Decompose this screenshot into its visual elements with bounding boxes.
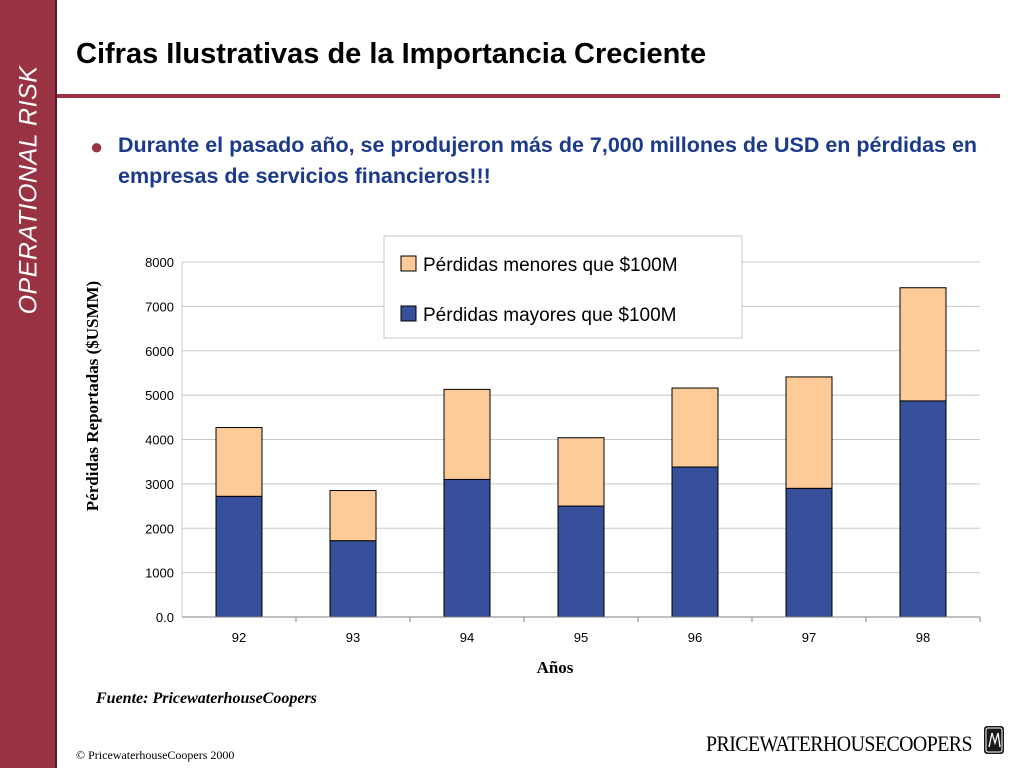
- bar-segment: [215, 495, 263, 618]
- bar-segment: [785, 376, 833, 489]
- axes: [181, 262, 981, 622]
- y-tick-label: 7000: [145, 299, 174, 314]
- bar-segment: [785, 487, 833, 618]
- bullet-dot-icon: ●: [90, 134, 104, 159]
- bar-segment: [671, 387, 719, 468]
- y-tick-label: 0.0: [156, 610, 174, 625]
- legend-swatch: [400, 255, 417, 272]
- y-tick-label: 2000: [145, 521, 174, 536]
- source-note: Fuente: PricewaterhouseCoopers: [96, 690, 317, 707]
- legend-swatch: [400, 305, 417, 322]
- bar-segment: [215, 427, 263, 497]
- sidebar-band: OPERATIONAL RISK: [0, 0, 57, 768]
- x-tick-label: 92: [232, 630, 246, 645]
- y-tick-label: 8000: [145, 255, 174, 270]
- copyright: © PricewaterhouseCoopers 2000: [76, 748, 235, 762]
- bar-segment: [329, 490, 377, 542]
- bar-segment: [443, 388, 491, 480]
- page-title: Cifras Ilustrativas de la Importancia Cr…: [76, 38, 707, 70]
- bar-segment: [899, 287, 947, 402]
- bar-segment: [443, 478, 491, 618]
- title-divider: [57, 94, 1000, 98]
- x-tick-label: 96: [688, 630, 702, 645]
- bar-segment: [899, 400, 947, 618]
- bar-segment: [557, 437, 605, 507]
- x-axis-label: Años: [537, 658, 574, 677]
- y-tick-label: 6000: [145, 344, 174, 359]
- y-tick-label: 3000: [145, 477, 174, 492]
- y-tick-label: 1000: [145, 566, 174, 581]
- legend-label: Pérdidas menores que $100M: [423, 255, 678, 276]
- pwc-seal-icon: [984, 726, 1004, 754]
- x-tick-label: 97: [802, 630, 816, 645]
- pwc-logo: PRICEWATERHOUSECOOPERS: [706, 724, 976, 767]
- bar-group: [215, 287, 947, 618]
- y-tick-label: 5000: [145, 388, 174, 403]
- legend: Pérdidas menores que $100M Pérdidas mayor…: [383, 235, 743, 339]
- x-tick-label: 94: [460, 630, 474, 645]
- y-axis-label: Pérdidas Reportadas ($USMM): [83, 281, 102, 511]
- bar-segment: [329, 540, 377, 618]
- y-tick-label: 4000: [145, 433, 174, 448]
- x-tick-label: 93: [346, 630, 360, 645]
- legend-label: Pérdidas mayores que $100M: [423, 305, 676, 326]
- pwc-logo-text: PRICEWATERHOUSECOOPERS: [706, 731, 972, 756]
- bar-segment: [671, 466, 719, 618]
- x-tick-labels: 92 93 94 95 96 97 98: [232, 630, 930, 645]
- x-tick-label: 98: [916, 630, 930, 645]
- y-tick-labels: 0.0 1000 2000 3000 4000 5000 6000 7000 8000: [145, 255, 174, 625]
- bar-segment: [557, 505, 605, 618]
- x-tick-label: 95: [574, 630, 588, 645]
- legend-box: [383, 235, 743, 339]
- bullet-text: Durante el pasado año, se produjeron más…: [118, 133, 978, 188]
